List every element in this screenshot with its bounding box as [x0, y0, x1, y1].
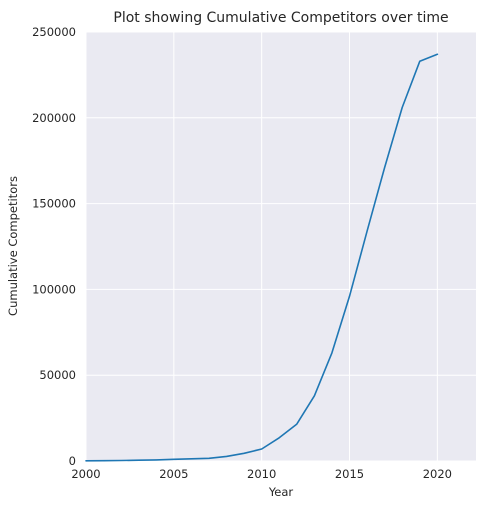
x-tick-label: 2020 — [423, 467, 452, 481]
series-group — [85, 53, 439, 462]
grid-lines — [85, 31, 476, 462]
plot-area — [86, 32, 476, 461]
x-tick-label: 2005 — [159, 467, 188, 481]
y-tick-label: 250000 — [32, 25, 76, 39]
y-tick-label: 150000 — [32, 197, 76, 211]
y-tick-label: 200000 — [32, 111, 76, 125]
x-tick-label: 2015 — [335, 467, 364, 481]
series-line — [85, 53, 439, 462]
y-axis-label: Cumulative Competitors — [6, 176, 20, 316]
y-tick-label: 50000 — [39, 368, 76, 382]
y-tick-label: 0 — [69, 454, 76, 468]
y-tick-label: 100000 — [32, 282, 76, 296]
x-tick-label: 2000 — [71, 467, 100, 481]
x-tick-labels: 2000 2005 2010 2015 2020 — [71, 467, 452, 481]
x-axis-label: Year — [268, 485, 294, 499]
chart-title: Plot showing Cumulative Competitors over… — [113, 10, 448, 26]
x-tick-label: 2010 — [247, 467, 276, 481]
y-tick-labels: 0 50000 100000 150000 200000 250000 — [32, 25, 76, 468]
